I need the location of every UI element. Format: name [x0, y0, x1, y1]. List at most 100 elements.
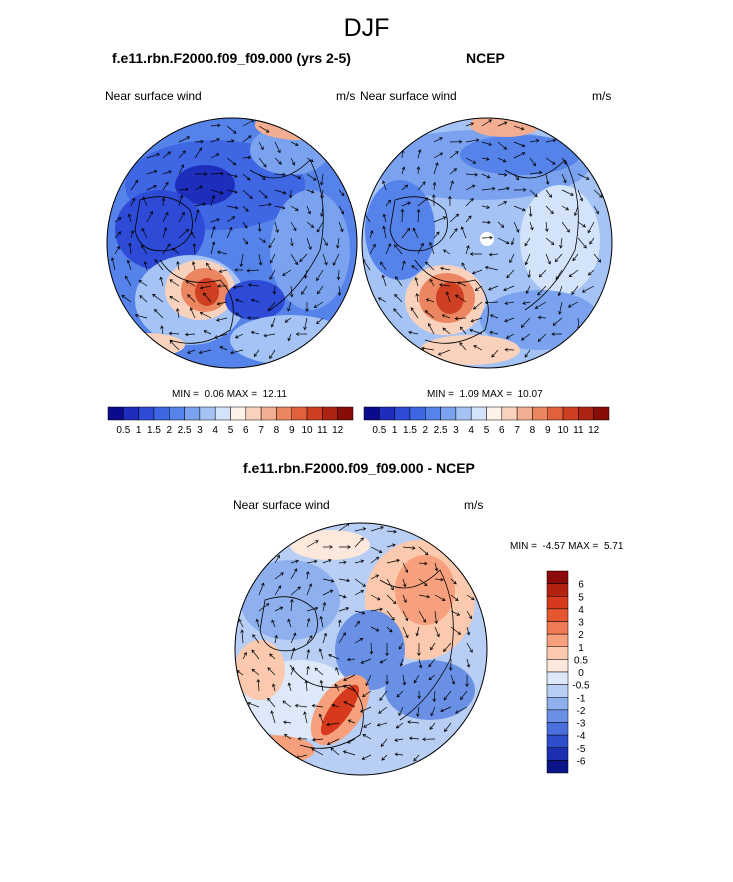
wind-vector-head — [552, 138, 557, 143]
wind-vector — [481, 173, 490, 179]
wind-vector — [258, 253, 262, 266]
colorbar-swatch — [516, 406, 533, 421]
wind-vector-head — [319, 679, 324, 684]
colorbar-swatch — [546, 760, 569, 774]
colorbar-tick-label: 5 — [484, 425, 490, 436]
wind-vector — [449, 180, 454, 191]
wind-vector-head — [267, 307, 272, 312]
wind-vector — [449, 213, 459, 223]
wind-vector-head — [436, 231, 440, 236]
wind-vector — [545, 173, 549, 185]
wind-vector-head — [405, 634, 409, 639]
wind-vector-head — [305, 308, 309, 312]
wind-vector-head — [337, 292, 342, 296]
wind-vector — [274, 572, 284, 580]
wind-vector — [178, 164, 184, 175]
wind-vector-head — [211, 195, 216, 199]
wind-vector-head — [292, 632, 297, 637]
wind-vector — [226, 205, 238, 209]
wind-vector — [415, 277, 419, 287]
wind-vector-head — [455, 710, 459, 714]
wind-vector — [322, 559, 332, 564]
colorbar-swatch — [138, 406, 155, 421]
wind-vector — [348, 719, 356, 724]
wind-vector-head — [328, 654, 332, 658]
wind-vector-head — [299, 258, 303, 263]
wind-vector — [306, 173, 317, 181]
coastline — [379, 569, 454, 721]
wind-vector-head — [268, 202, 272, 207]
colorbar-tick-label: -4 — [577, 731, 586, 742]
wind-vector — [210, 218, 220, 223]
wind-vector — [271, 710, 276, 724]
wind-vector-head — [548, 194, 553, 198]
wind-vector-head — [391, 617, 395, 621]
colorbar-tick-label: 3 — [578, 618, 584, 629]
wind-vector-head — [537, 291, 541, 296]
colorbar-swatch — [337, 406, 354, 421]
wind-vector-head — [256, 678, 261, 683]
wind-vector-head — [324, 261, 328, 266]
panel3-max-value: 5.71 — [603, 541, 624, 552]
wind-vector-head — [203, 292, 207, 297]
wind-vector-head — [124, 275, 129, 280]
wind-vector-head — [445, 291, 450, 295]
wind-vector-head — [466, 664, 471, 668]
wind-vector-head — [448, 195, 452, 200]
wind-vector-head — [334, 683, 339, 688]
wind-vector-head — [585, 176, 590, 180]
wind-vector-head — [249, 195, 253, 200]
wind-vector — [146, 153, 160, 159]
wind-vector — [398, 642, 404, 650]
wind-vector-head — [408, 736, 413, 741]
panel1-minmax: MIN = 0.06 MAX = 12.11 — [172, 389, 287, 400]
wind-vector-head — [379, 607, 383, 612]
wind-vector-head — [545, 181, 550, 185]
wind-vector-head — [362, 733, 366, 738]
wind-vector — [529, 205, 532, 217]
blob — [270, 190, 350, 310]
wind-vector — [338, 561, 347, 564]
wind-vector — [377, 722, 388, 726]
wind-vector-head — [403, 599, 407, 604]
wind-vector — [138, 280, 148, 287]
wind-vector — [418, 610, 426, 623]
colorbar-swatch — [291, 406, 308, 421]
colorbar-swatch — [501, 406, 518, 421]
wind-vector-head — [336, 245, 340, 249]
wind-vector — [434, 594, 446, 601]
blob — [225, 280, 285, 320]
wind-vector-head — [347, 719, 352, 723]
wind-vector-head — [443, 249, 447, 253]
wind-vector-head — [282, 190, 287, 195]
wind-vector — [382, 181, 387, 191]
wind-vector-head — [579, 197, 584, 202]
wind-vector-head — [545, 228, 549, 233]
wind-vector-head — [509, 259, 513, 264]
coastline — [504, 159, 579, 311]
wind-vector-head — [229, 226, 233, 231]
colorbar-tick-label: 2 — [422, 425, 428, 436]
wind-vector — [242, 189, 253, 199]
wind-vector — [263, 333, 276, 337]
wind-vector — [418, 578, 428, 586]
wind-vector-head — [488, 142, 492, 146]
wind-vector — [338, 594, 347, 598]
wind-vector — [172, 247, 180, 255]
colorbar-tick-label: 5 — [228, 425, 234, 436]
wind-vector — [285, 317, 292, 323]
colorbar-tick-label: 9 — [289, 425, 295, 436]
wind-vector-head — [320, 213, 324, 218]
wind-vector-head — [583, 244, 587, 249]
wind-vector — [386, 610, 395, 621]
wind-vector-head — [160, 325, 164, 329]
wind-vector — [370, 546, 383, 553]
wind-vector-head — [153, 185, 157, 189]
wind-vector-head — [557, 292, 562, 297]
wind-vector — [322, 589, 333, 596]
blob — [365, 180, 435, 280]
wind-vector-head — [271, 619, 275, 624]
wind-vector-head — [359, 709, 364, 713]
wind-vector — [386, 530, 397, 533]
wind-vector-head — [247, 316, 251, 320]
